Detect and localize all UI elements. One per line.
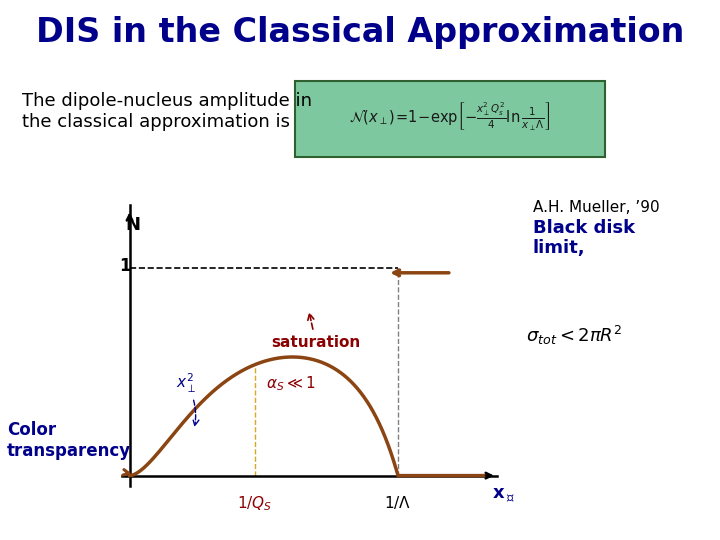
Text: $1/\Lambda$: $1/\Lambda$ [384, 494, 412, 511]
Text: $\alpha_S \ll 1$: $\alpha_S \ll 1$ [266, 374, 315, 393]
Text: $x_\perp^2$: $x_\perp^2$ [176, 372, 199, 426]
Text: The dipole-nucleus amplitude in
the classical approximation is: The dipole-nucleus amplitude in the clas… [22, 92, 312, 131]
Text: A.H. Mueller, ’90: A.H. Mueller, ’90 [533, 200, 660, 215]
Text: $\mathbf{x_\perp}$: $\mathbf{x_\perp}$ [492, 486, 515, 504]
Text: Black disk
limit,: Black disk limit, [533, 219, 635, 258]
Text: 1: 1 [120, 256, 131, 274]
Text: DIS in the Classical Approximation: DIS in the Classical Approximation [36, 16, 684, 49]
Text: $\sigma_{tot} < 2\pi R^2$: $\sigma_{tot} < 2\pi R^2$ [526, 324, 622, 347]
Text: $\mathcal{N}(x_{\perp})\!=\!1\!-\!\exp\!\left[-\frac{x_{\perp}^2 Q_s^2}{4}\ln\fr: $\mathcal{N}(x_{\perp})\!=\!1\!-\!\exp\!… [349, 101, 551, 133]
Text: saturation: saturation [271, 314, 360, 349]
Text: Color
transparency: Color transparency [7, 421, 131, 460]
Text: N: N [125, 215, 140, 234]
FancyBboxPatch shape [295, 81, 605, 157]
Text: $1/Q_S$: $1/Q_S$ [237, 494, 272, 513]
